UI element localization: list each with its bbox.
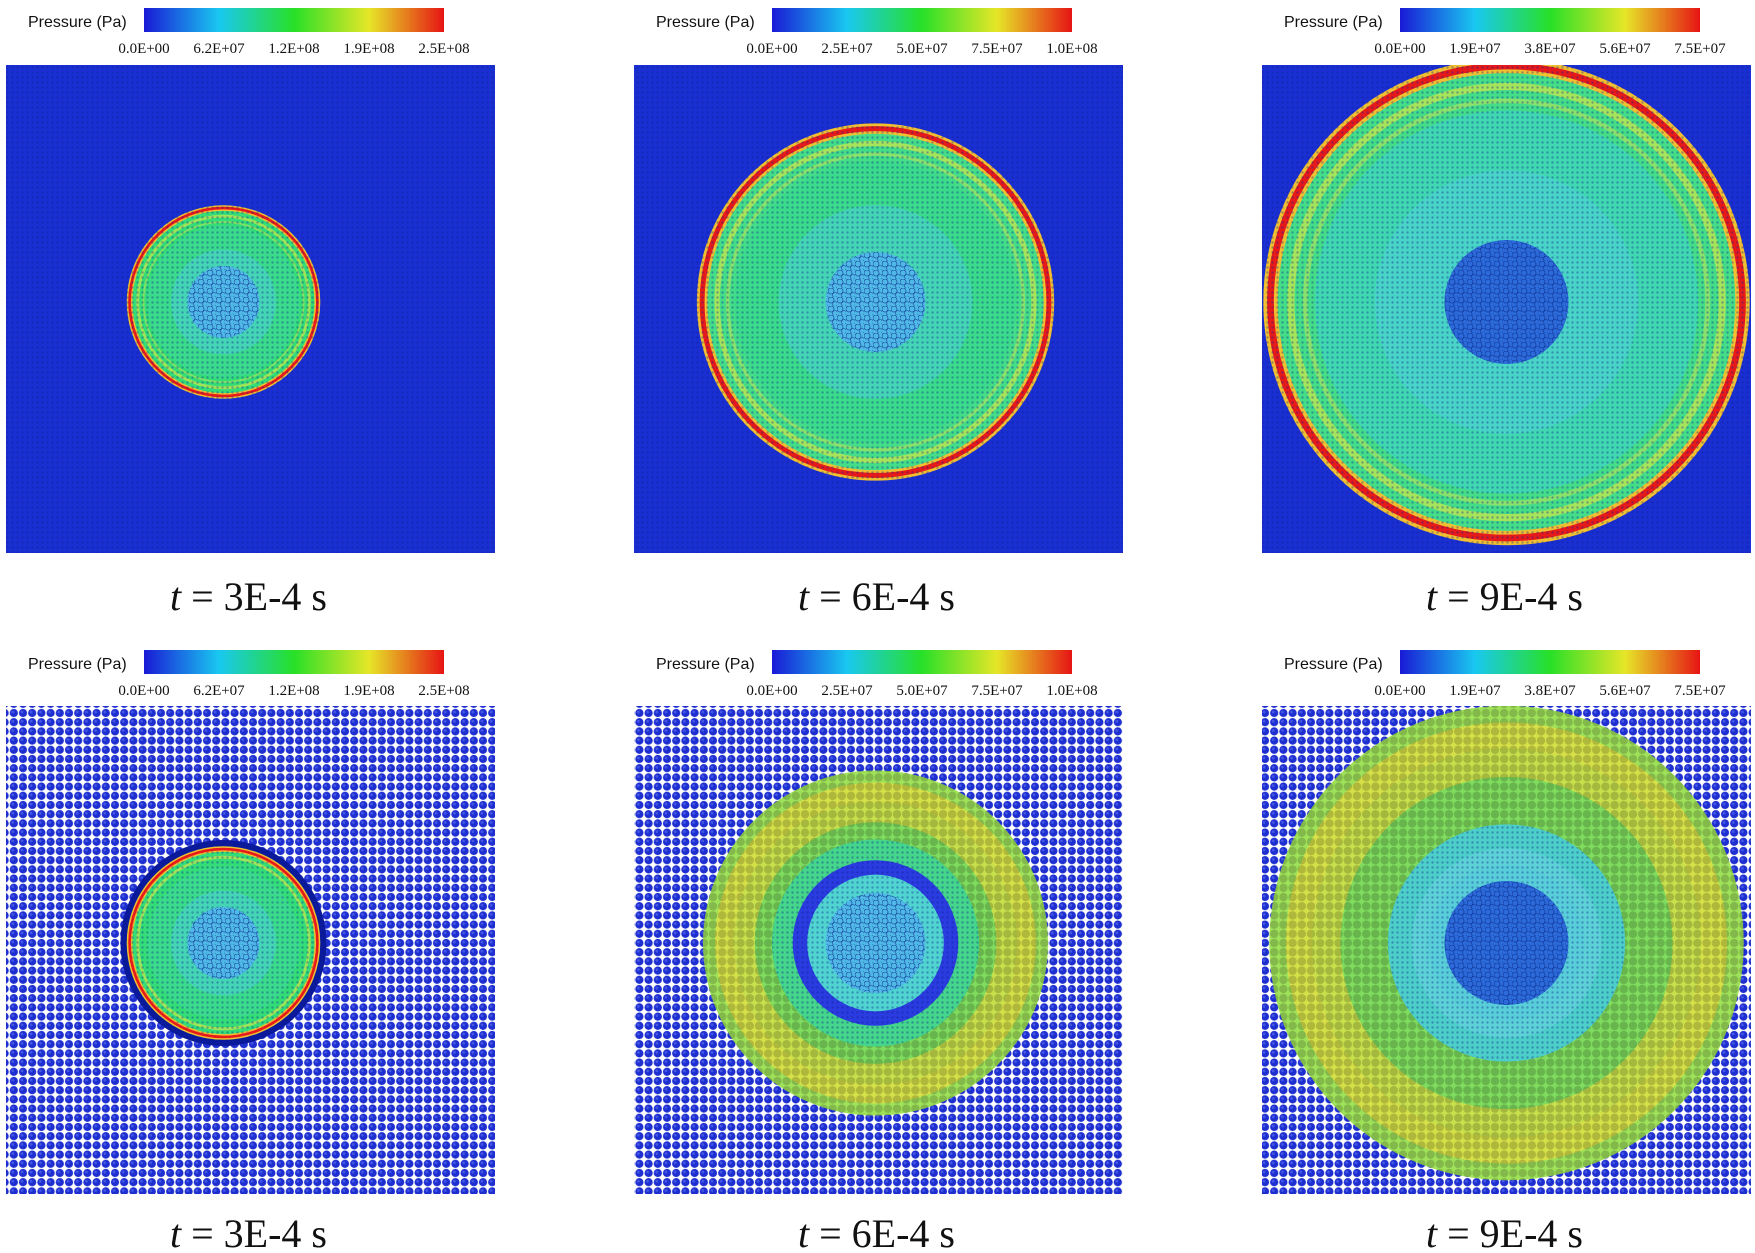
- colorbar-tick-label: 0.0E+00: [1374, 41, 1425, 57]
- colorbar-tick-label: 5.6E+07: [1599, 41, 1651, 57]
- panel-5: Pressure (Pa) 0.0E+00 2.5E+07 5.0E+07 7.5E+0…: [634, 650, 1123, 1253]
- legend-title: Pressure (Pa): [656, 656, 755, 673]
- time-symbol: t: [798, 574, 810, 619]
- time-value: = 9E-4 s: [1437, 1211, 1583, 1253]
- colorbar-tick-label: 0.0E+00: [746, 683, 797, 699]
- colorbar-tick-label: 0.0E+00: [1374, 683, 1425, 699]
- time-value: = 6E-4 s: [809, 574, 955, 619]
- time-caption: t = 3E-4 s: [170, 574, 327, 619]
- time-symbol: t: [1426, 574, 1438, 619]
- colorbar-tick-label: 2.5E+07: [821, 683, 873, 699]
- colorbar-tick-label: 7.5E+07: [1674, 683, 1726, 699]
- panel-4: Pressure (Pa) 0.0E+00 6.2E+07 1.2E+08 1.9E+0…: [6, 650, 495, 1253]
- colorbar-tick-label: 3.8E+07: [1524, 41, 1576, 57]
- time-caption: t = 9E-4 s: [1426, 1211, 1583, 1253]
- colorbar-tick-label: 6.2E+07: [193, 683, 245, 699]
- wavefront: [128, 847, 319, 1039]
- colorbar-tick-label: 5.0E+07: [896, 41, 948, 57]
- time-value: = 3E-4 s: [181, 574, 327, 619]
- colorbar-tick-label: 7.5E+07: [971, 683, 1023, 699]
- legend-title: Pressure (Pa): [1284, 656, 1383, 673]
- particle-field: [6, 65, 495, 553]
- time-caption: t = 3E-4 s: [170, 1211, 327, 1253]
- colorbar: [1400, 8, 1700, 32]
- time-value: = 9E-4 s: [1437, 574, 1583, 619]
- explosive-cluster-grains: [187, 907, 260, 979]
- colorbar-tick-label: 6.2E+07: [193, 41, 245, 57]
- colorbar-tick-label: 0.0E+00: [118, 683, 169, 699]
- legend-title: Pressure (Pa): [1284, 14, 1383, 31]
- panel-2: Pressure (Pa) 0.0E+00 2.5E+07 5.0E+07 7.5E+0…: [634, 8, 1123, 619]
- time-symbol: t: [170, 574, 182, 619]
- colorbar-tick-label: 5.0E+07: [896, 683, 948, 699]
- colorbar-tick-label: 1.0E+08: [1046, 683, 1097, 699]
- colorbar-tick-label: 5.6E+07: [1599, 683, 1651, 699]
- colorbar-tick-label: 1.9E+07: [1449, 41, 1501, 57]
- colorbar-tick-label: 1.2E+08: [268, 683, 319, 699]
- colorbar-tick-label: 2.5E+08: [418, 683, 469, 699]
- colorbar: [1400, 650, 1700, 674]
- explosive-cluster-grains: [1444, 240, 1569, 364]
- explosive-cluster-grains: [1444, 881, 1569, 1005]
- time-caption: t = 6E-4 s: [798, 1211, 955, 1253]
- colorbar-tick-label: 0.0E+00: [118, 41, 169, 57]
- explosive-cluster-grains: [825, 893, 926, 993]
- particle-field: [1262, 65, 1751, 553]
- legend-title: Pressure (Pa): [656, 14, 755, 31]
- particle-field: [634, 706, 1123, 1194]
- panel-1: Pressure (Pa) 0.0E+00 6.2E+07 1.2E+08 1.9E+0…: [6, 8, 495, 619]
- time-caption: t = 6E-4 s: [798, 574, 955, 619]
- colorbar-tick-label: 2.5E+07: [821, 41, 873, 57]
- explosive-cluster-grains: [825, 252, 926, 352]
- colorbar-tick-label: 1.2E+08: [268, 41, 319, 57]
- colorbar-tick-label: 1.9E+08: [343, 41, 394, 57]
- legend-title: Pressure (Pa): [28, 656, 127, 673]
- explosive-cluster-grains: [187, 266, 260, 338]
- particle-field: [1262, 706, 1751, 1194]
- colorbar-tick-label: 1.0E+08: [1046, 41, 1097, 57]
- particle-field: [6, 706, 495, 1194]
- time-symbol: t: [170, 1211, 182, 1253]
- time-value: = 3E-4 s: [181, 1211, 327, 1253]
- colorbar-tick-label: 2.5E+08: [418, 41, 469, 57]
- time-caption: t = 9E-4 s: [1426, 574, 1583, 619]
- time-value: = 6E-4 s: [809, 1211, 955, 1253]
- colorbar-tick-label: 7.5E+07: [971, 41, 1023, 57]
- colorbar-tick-label: 1.9E+07: [1449, 683, 1501, 699]
- colorbar: [772, 8, 1072, 32]
- colorbar: [772, 650, 1072, 674]
- colorbar: [144, 650, 444, 674]
- colorbar-tick-label: 1.9E+08: [343, 683, 394, 699]
- legend-title: Pressure (Pa): [28, 14, 127, 31]
- colorbar-tick-label: 0.0E+00: [746, 41, 797, 57]
- colorbar-tick-label: 3.8E+07: [1524, 683, 1576, 699]
- particle-field: [634, 65, 1123, 553]
- colorbar-tick-label: 7.5E+07: [1674, 41, 1726, 57]
- colorbar: [144, 8, 444, 32]
- time-symbol: t: [798, 1211, 810, 1253]
- panel-6: Pressure (Pa) 0.0E+00 1.9E+07 3.8E+07 5.6E+0…: [1262, 650, 1751, 1253]
- time-symbol: t: [1426, 1211, 1438, 1253]
- panel-3: Pressure (Pa) 0.0E+00 1.9E+07 3.8E+07 5.6E+0…: [1262, 8, 1751, 619]
